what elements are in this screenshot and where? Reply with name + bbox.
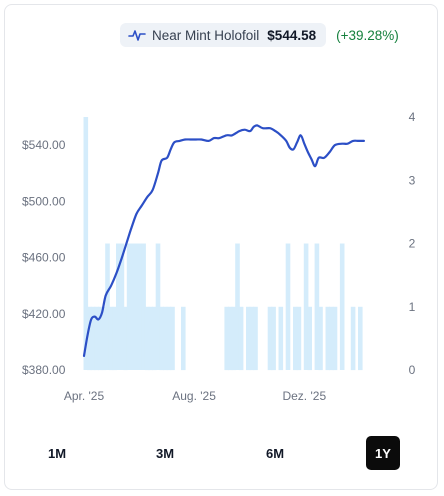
y-right-tick-label: 2 (409, 237, 416, 251)
volume-bar (181, 306, 186, 371)
volume-bar (271, 306, 276, 371)
volume-bar (235, 243, 240, 370)
volume-bar (108, 306, 114, 371)
volume-bar (332, 306, 338, 371)
line-chart-icon (128, 30, 146, 41)
volume-bar (314, 243, 320, 370)
volume-bar (166, 306, 172, 371)
volume-bar (238, 306, 244, 371)
legend-series-name: Near Mint Holofoil (152, 27, 260, 43)
volume-bar (296, 306, 302, 371)
volume-bar (123, 306, 128, 371)
legend-change: (+39.28%) (336, 27, 399, 43)
volume-bar (119, 243, 125, 370)
volume-bar (152, 306, 157, 371)
legend: Near Mint Holofoil $544.58 (+39.28%) (120, 20, 399, 50)
volume-bar (137, 243, 143, 370)
volume-bar (325, 306, 331, 371)
volume-bar (350, 306, 356, 371)
volume-bar (231, 306, 237, 371)
volume-bar (101, 306, 107, 371)
y-right-tick-label: 1 (409, 300, 416, 314)
legend-price: $544.58 (267, 27, 317, 43)
volume-bar (83, 117, 89, 370)
volume-bar (163, 306, 168, 371)
volume-bar (126, 243, 132, 370)
y-left-tick-label: $420.00 (22, 307, 66, 321)
volume-bar (307, 306, 312, 371)
x-axis: Apr. '25 Aug. '25 Dez. '25 (64, 389, 327, 403)
volume-bar (144, 306, 150, 371)
volume-bar (148, 306, 154, 371)
volume-bar (318, 306, 323, 371)
volume-bar (116, 243, 121, 370)
volume-bar (285, 243, 291, 370)
y-axis-right: 0 1 2 3 4 (409, 110, 416, 377)
volume-bar (94, 306, 99, 371)
price-line-group (82, 124, 365, 357)
range-1y-button[interactable]: 1Y (366, 436, 400, 470)
volume-bar (339, 243, 345, 370)
volume-bar (87, 306, 92, 371)
x-tick-label: Apr. '25 (64, 389, 105, 403)
volume-bar (159, 306, 164, 371)
y-left-tick-label: $540.00 (22, 138, 66, 152)
volume-bar (141, 243, 146, 370)
volume-bar (155, 243, 161, 370)
y-left-tick-label: $500.00 (22, 194, 66, 208)
range-1m-button[interactable]: 1M (48, 445, 67, 461)
price-line (82, 124, 365, 357)
volume-bar (303, 243, 309, 370)
volume-bar (358, 306, 363, 371)
range-3m-button[interactable]: 3M (156, 445, 175, 461)
volume-bar (246, 306, 251, 371)
volume-bar (293, 306, 298, 371)
volume-bar (98, 306, 103, 371)
volume-bar (278, 306, 284, 371)
legend-series-chip[interactable]: Near Mint Holofoil $544.58 (120, 23, 327, 47)
volume-bar (134, 243, 139, 370)
volume-bar (112, 306, 117, 371)
chart-card (4, 4, 438, 490)
y-right-tick-label: 3 (409, 173, 416, 187)
volume-bar (253, 306, 258, 371)
y-left-tick-label: $380.00 (22, 363, 66, 377)
volume-bar (105, 243, 110, 370)
volume-bar (130, 243, 136, 370)
y-left-tick-label: $460.00 (22, 251, 66, 265)
volume-bar (170, 306, 175, 371)
volume-bar (90, 306, 96, 371)
range-6m-button[interactable]: 6M (266, 445, 285, 461)
range-selector: 1M 3M 6M 1Y (0, 436, 444, 470)
x-tick-label: Aug. '25 (172, 389, 216, 403)
y-right-tick-label: 0 (409, 363, 416, 377)
volume-bars (83, 117, 363, 371)
x-tick-label: Dez. '25 (282, 389, 326, 403)
y-right-tick-label: 4 (409, 110, 416, 124)
volume-bar (329, 306, 334, 371)
volume-bar (228, 306, 233, 371)
volume-bar (224, 306, 229, 371)
y-axis-left: $380.00 $420.00 $460.00 $500.00 $540.00 (22, 138, 66, 377)
volume-bar (249, 306, 255, 371)
volume-bar (267, 306, 273, 371)
